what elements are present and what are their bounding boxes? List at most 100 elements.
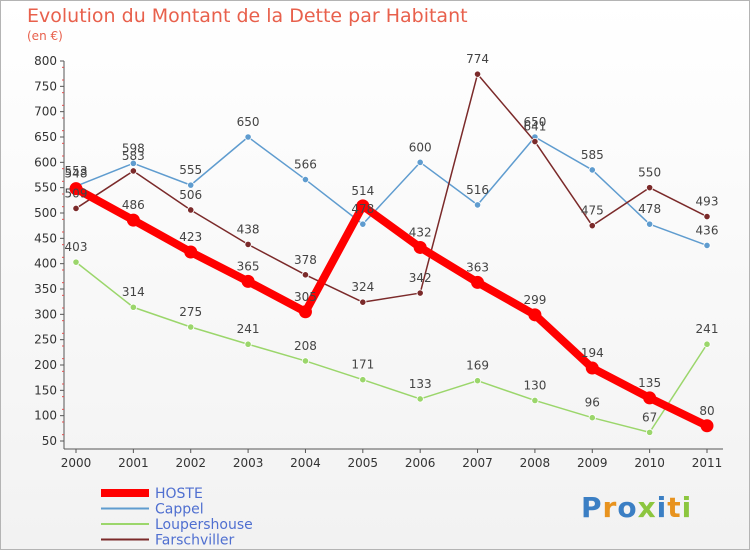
y-tick-label: 800 xyxy=(34,54,57,68)
data-label-cappel: 436 xyxy=(696,223,719,237)
data-point-loupershouse xyxy=(72,258,80,266)
data-label-farschviller: 475 xyxy=(581,204,604,218)
data-point-farschviller xyxy=(359,298,367,306)
legend-label-loupershouse: Loupershouse xyxy=(155,517,253,533)
x-tick-label: 2009 xyxy=(577,456,608,470)
logo-letter: P xyxy=(581,491,603,524)
y-tick-label: 650 xyxy=(34,130,57,144)
data-label-loupershouse: 314 xyxy=(122,285,145,299)
data-label-hoste: 305 xyxy=(294,290,317,304)
data-label-hoste: 80 xyxy=(699,404,714,418)
x-tick-label: 2003 xyxy=(233,456,264,470)
data-point-farschviller xyxy=(301,271,310,279)
data-point-cappel xyxy=(359,220,367,228)
x-tick-label: 2004 xyxy=(290,456,321,470)
data-point-farschviller xyxy=(646,184,654,192)
data-label-farschviller: 509 xyxy=(65,186,88,200)
logo-letter: i xyxy=(681,491,693,524)
y-tick-label: 750 xyxy=(34,79,57,93)
logo-letter: x xyxy=(637,491,657,524)
y-tick-label: 150 xyxy=(34,383,57,397)
data-label-cappel: 650 xyxy=(237,115,260,129)
data-label-loupershouse: 275 xyxy=(179,305,202,319)
data-point-loupershouse xyxy=(187,323,195,331)
data-label-farschviller: 641 xyxy=(523,120,546,134)
data-label-hoste: 432 xyxy=(409,225,432,239)
data-label-farschviller: 583 xyxy=(122,149,145,163)
data-point-cappel xyxy=(301,175,310,184)
y-tick-label: 250 xyxy=(34,333,57,347)
data-label-cappel: 516 xyxy=(466,183,489,197)
data-label-loupershouse: 403 xyxy=(65,240,88,254)
data-label-hoste: 365 xyxy=(237,259,260,273)
data-point-hoste xyxy=(298,305,312,319)
data-point-loupershouse xyxy=(473,377,482,385)
data-label-cappel: 478 xyxy=(351,202,374,216)
data-point-farschviller xyxy=(244,240,252,249)
data-label-hoste: 299 xyxy=(523,293,546,307)
legend-label-farschviller: Farschviller xyxy=(155,533,235,549)
y-tick-label: 550 xyxy=(34,181,57,195)
data-labels: 548 486 423 365 305 514 432 363 299 194 135 80 553 59… xyxy=(65,52,719,424)
x-tick-label: 2001 xyxy=(118,456,149,470)
data-label-farschviller: 324 xyxy=(351,280,374,294)
data-label-cappel: 553 xyxy=(65,164,88,178)
logo-letter: t xyxy=(667,491,682,524)
data-point-cappel xyxy=(646,220,654,228)
data-label-farschviller: 506 xyxy=(179,188,202,202)
data-point-hoste xyxy=(126,213,140,227)
data-point-hoste xyxy=(643,391,657,405)
data-point-loupershouse xyxy=(588,414,596,422)
data-point-cappel xyxy=(588,166,596,174)
y-tick-label: 50 xyxy=(42,434,57,448)
data-label-farschviller: 493 xyxy=(696,195,719,209)
x-tick-label: 2007 xyxy=(462,456,493,470)
y-tick-label: 350 xyxy=(34,282,57,296)
data-label-farschviller: 550 xyxy=(638,166,661,180)
data-label-loupershouse: 241 xyxy=(696,322,719,336)
data-point-farschviller xyxy=(72,204,80,213)
series-line-cappel xyxy=(75,136,708,247)
series-line-loupershouse xyxy=(75,261,708,434)
axes: 50 100 150 200 250 300 350 400 450 500 550 600 650 70… xyxy=(34,54,723,470)
data-point-hoste xyxy=(241,274,255,288)
data-label-hoste: 194 xyxy=(581,346,604,360)
x-tick-label: 2005 xyxy=(348,456,379,470)
data-point-farschviller xyxy=(473,70,482,78)
data-label-loupershouse: 96 xyxy=(585,396,600,410)
data-point-hoste xyxy=(471,275,485,289)
data-label-hoste: 363 xyxy=(466,260,489,274)
data-point-loupershouse xyxy=(244,340,252,348)
data-point-farschviller xyxy=(187,206,195,214)
data-label-loupershouse: 67 xyxy=(642,410,657,424)
data-point-farschviller xyxy=(703,212,711,221)
data-point-hoste xyxy=(356,199,370,213)
data-point-hoste xyxy=(413,240,427,254)
data-point-loupershouse xyxy=(129,303,137,311)
y-tick-label: 300 xyxy=(34,307,57,321)
data-label-cappel: 650 xyxy=(523,115,546,129)
data-label-cappel: 566 xyxy=(294,158,317,172)
data-label-hoste: 135 xyxy=(638,376,661,390)
y-tick-label: 450 xyxy=(34,231,57,245)
data-point-cappel xyxy=(416,158,424,166)
data-point-hoste xyxy=(528,308,542,322)
data-point-loupershouse xyxy=(646,428,654,436)
data-point-hoste xyxy=(585,361,599,375)
x-tick-label: 2000 xyxy=(61,456,92,470)
data-point-hoste xyxy=(184,245,198,259)
data-point-cappel xyxy=(473,201,482,209)
data-point-farschviller xyxy=(531,137,539,146)
data-point-farschviller xyxy=(416,289,424,297)
legend-label-hoste: HOSTE xyxy=(155,486,203,502)
data-point-hoste xyxy=(700,419,714,433)
data-point-cappel xyxy=(703,241,711,250)
data-point-farschviller xyxy=(129,167,137,175)
data-label-cappel: 585 xyxy=(581,148,604,162)
data-label-farschviller: 378 xyxy=(294,253,317,267)
logo-letter: i xyxy=(656,491,668,524)
data-label-hoste: 486 xyxy=(122,198,145,212)
